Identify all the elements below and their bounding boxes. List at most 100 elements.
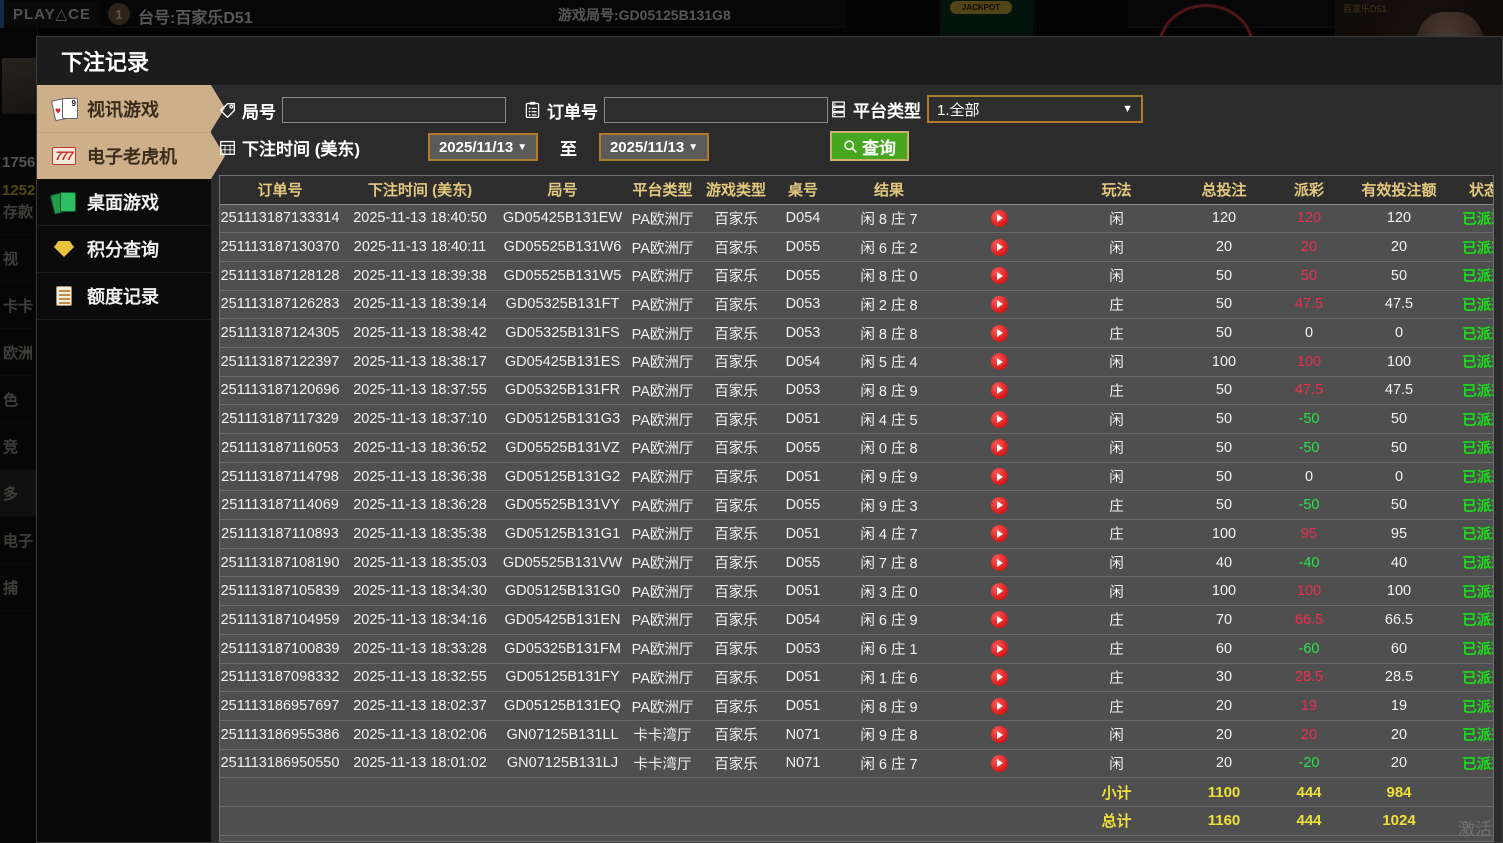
summary-spacer bbox=[700, 777, 772, 807]
col-valid-bet[interactable]: 有效投注额 bbox=[1349, 176, 1449, 205]
cell-replay[interactable] bbox=[944, 462, 1054, 492]
cell-result: 闲 8 庄 9 bbox=[834, 691, 944, 721]
summary-row-subtotal: 小计 1100 444 984 bbox=[220, 777, 1493, 807]
cell-replay[interactable] bbox=[944, 663, 1054, 693]
cell-replay[interactable] bbox=[944, 749, 1054, 779]
table-row[interactable]: 251113186950550 2025-11-13 18:01:02 GN0712… bbox=[220, 749, 1493, 779]
play-replay-icon[interactable] bbox=[990, 267, 1008, 285]
cell-replay[interactable] bbox=[944, 576, 1054, 607]
table-row[interactable]: 251113187120696 2025-11-13 18:37:55 GD0532… bbox=[220, 376, 1493, 406]
table-row[interactable]: 251113187100839 2025-11-13 18:33:28 GD0532… bbox=[220, 634, 1493, 664]
play-replay-icon[interactable] bbox=[990, 238, 1008, 256]
table-row[interactable]: 251113187124305 2025-11-13 18:38:42 GD0532… bbox=[220, 318, 1493, 348]
play-replay-icon[interactable] bbox=[990, 496, 1008, 514]
sidebar-item-slots[interactable]: 777 电子老虎机 bbox=[37, 132, 225, 179]
cell-bet-time: 2025-11-13 18:39:14 bbox=[340, 290, 500, 320]
play-replay-icon[interactable] bbox=[990, 554, 1008, 572]
cell-replay[interactable] bbox=[944, 605, 1054, 635]
date-from-picker[interactable]: 2025/11/13 ▼ bbox=[428, 133, 539, 161]
cell-status: 已派彩 bbox=[1449, 749, 1493, 779]
col-platform[interactable]: 平台类型 bbox=[625, 176, 700, 205]
summary-spacer bbox=[834, 777, 944, 807]
play-replay-icon[interactable] bbox=[990, 439, 1008, 457]
cell-platform: PA欧洲厅 bbox=[625, 404, 700, 434]
cell-replay[interactable] bbox=[944, 433, 1054, 463]
col-order-no[interactable]: 订单号 bbox=[220, 176, 340, 205]
cell-replay[interactable] bbox=[944, 318, 1054, 348]
cell-replay[interactable] bbox=[944, 347, 1054, 377]
cell-replay[interactable] bbox=[944, 490, 1054, 521]
summary-spacer bbox=[625, 777, 700, 807]
col-play-type[interactable]: 玩法 bbox=[1054, 176, 1179, 205]
cell-table-no: D051 bbox=[772, 462, 834, 492]
play-replay-icon[interactable] bbox=[990, 209, 1008, 227]
playing-cards-icon: ♥ bbox=[51, 97, 78, 121]
cell-replay[interactable] bbox=[944, 232, 1054, 262]
cell-order-no: 251113187114069 bbox=[220, 490, 340, 521]
play-replay-icon[interactable] bbox=[990, 381, 1008, 399]
play-replay-icon[interactable] bbox=[990, 295, 1008, 313]
table-row[interactable]: 251113187116053 2025-11-13 18:36:52 GD0552… bbox=[220, 433, 1493, 463]
col-game-type[interactable]: 游戏类型 bbox=[700, 176, 772, 205]
play-replay-icon[interactable] bbox=[990, 668, 1008, 686]
play-replay-icon[interactable] bbox=[990, 754, 1008, 772]
col-result[interactable]: 结果 bbox=[834, 176, 944, 205]
cell-replay[interactable] bbox=[944, 204, 1054, 234]
table-row[interactable]: 251113187122397 2025-11-13 18:38:17 GD0542… bbox=[220, 347, 1493, 377]
cell-replay[interactable] bbox=[944, 290, 1054, 320]
table-row[interactable]: 251113187126283 2025-11-13 18:39:14 GD0532… bbox=[220, 290, 1493, 320]
cell-replay[interactable] bbox=[944, 634, 1054, 664]
table-row[interactable]: 251113187114069 2025-11-13 18:36:28 GD0552… bbox=[220, 490, 1493, 521]
col-round-no[interactable]: 局号 bbox=[500, 176, 625, 205]
order-input[interactable] bbox=[604, 97, 828, 123]
table-row[interactable]: 251113187108190 2025-11-13 18:35:03 GD0552… bbox=[220, 548, 1493, 578]
table-row[interactable]: 251113187114798 2025-11-13 18:36:38 GD0512… bbox=[220, 462, 1493, 492]
cell-table-no: D055 bbox=[772, 433, 834, 463]
platform-type-select[interactable]: 1.全部 ▼ bbox=[927, 95, 1143, 123]
play-replay-icon[interactable] bbox=[990, 468, 1008, 486]
play-replay-icon[interactable] bbox=[990, 353, 1008, 371]
play-replay-icon[interactable] bbox=[990, 525, 1008, 543]
play-replay-icon[interactable] bbox=[990, 324, 1008, 342]
table-row[interactable]: 251113186955386 2025-11-13 18:02:06 GN0712… bbox=[220, 720, 1493, 750]
table-row[interactable]: 251113187104959 2025-11-13 18:34:16 GD0542… bbox=[220, 605, 1493, 635]
col-status[interactable]: 状态 bbox=[1449, 176, 1493, 205]
cell-total-bet: 50 bbox=[1179, 261, 1269, 291]
cell-replay[interactable] bbox=[944, 691, 1054, 721]
date-to-picker[interactable]: 2025/11/13 ▼ bbox=[599, 133, 710, 161]
play-replay-icon[interactable] bbox=[990, 410, 1008, 428]
cell-replay[interactable] bbox=[944, 548, 1054, 578]
sidebar-item-credit-records[interactable]: 额度记录 bbox=[37, 273, 211, 320]
play-replay-icon[interactable] bbox=[990, 582, 1008, 600]
col-table-no[interactable]: 桌号 bbox=[772, 176, 834, 205]
sidebar-item-table-games[interactable]: 桌面游戏 bbox=[37, 179, 211, 226]
cell-payout: 100 bbox=[1269, 576, 1349, 607]
cell-replay[interactable] bbox=[944, 404, 1054, 434]
cell-status: 已派彩 bbox=[1449, 605, 1493, 635]
table-row[interactable]: 251113187105839 2025-11-13 18:34:30 GD0512… bbox=[220, 576, 1493, 607]
table-row[interactable]: 251113187128128 2025-11-13 18:39:38 GD0552… bbox=[220, 261, 1493, 291]
col-total-bet[interactable]: 总投注 bbox=[1179, 176, 1269, 205]
table-row[interactable]: 251113187130370 2025-11-13 18:40:11 GD0552… bbox=[220, 232, 1493, 262]
cell-replay[interactable] bbox=[944, 376, 1054, 406]
server-list-icon bbox=[832, 101, 845, 118]
play-replay-icon[interactable] bbox=[990, 697, 1008, 715]
table-row[interactable]: 251113187110893 2025-11-13 18:35:38 GD0512… bbox=[220, 519, 1493, 549]
table-row[interactable]: 251113187133314 2025-11-13 18:40:50 GD0542… bbox=[220, 204, 1493, 234]
sidebar-item-points-query[interactable]: 积分查询 bbox=[37, 226, 211, 273]
play-replay-icon[interactable] bbox=[990, 726, 1008, 744]
col-bet-time[interactable]: 下注时间 (美东) bbox=[340, 176, 500, 205]
round-input[interactable] bbox=[282, 97, 506, 123]
play-replay-icon[interactable] bbox=[990, 640, 1008, 658]
cell-replay[interactable] bbox=[944, 720, 1054, 750]
cell-replay[interactable] bbox=[944, 519, 1054, 549]
table-row[interactable]: 251113186957697 2025-11-13 18:02:37 GD0512… bbox=[220, 691, 1493, 721]
table-row[interactable]: 251113187117329 2025-11-13 18:37:10 GD0512… bbox=[220, 404, 1493, 434]
page-title: 下注记录 bbox=[61, 50, 150, 75]
search-button[interactable]: 查询 bbox=[830, 131, 909, 161]
table-row[interactable]: 251113187098332 2025-11-13 18:32:55 GD0512… bbox=[220, 663, 1493, 693]
col-payout[interactable]: 派彩 bbox=[1269, 176, 1349, 205]
play-replay-icon[interactable] bbox=[990, 611, 1008, 629]
cell-replay[interactable] bbox=[944, 261, 1054, 291]
sidebar-item-live-games[interactable]: ♥ 视讯游戏 bbox=[37, 85, 225, 132]
